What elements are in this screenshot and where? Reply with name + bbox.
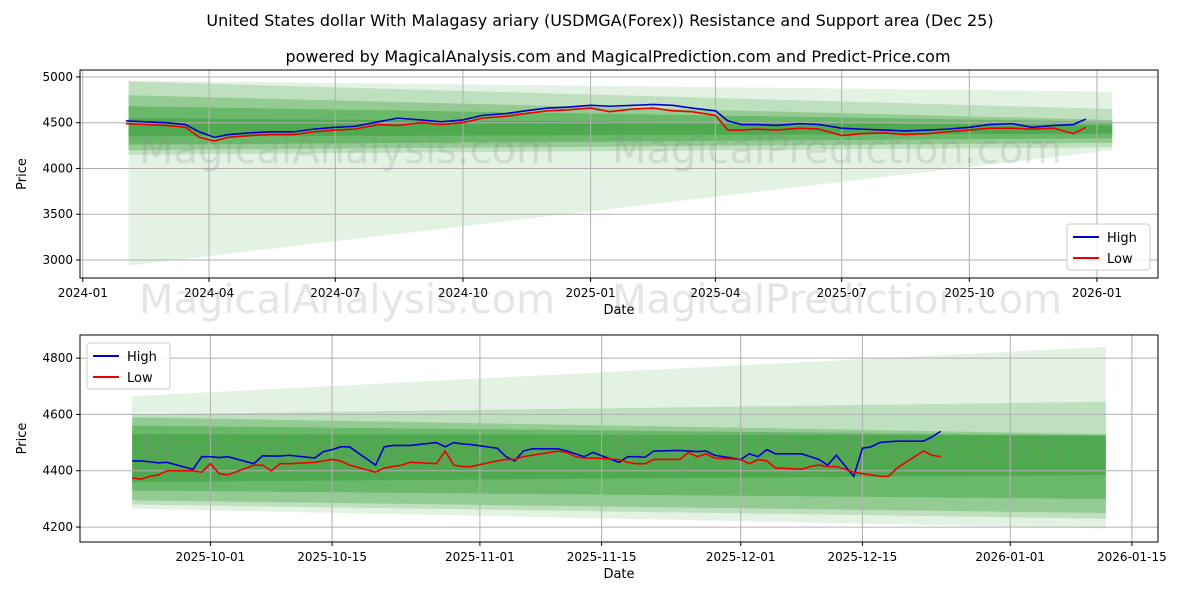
x-tick-label: 2025-10-01 xyxy=(176,550,246,564)
legend-label-low: Low xyxy=(127,371,153,386)
x-axis-label: Date xyxy=(603,303,634,318)
x-tick-label: 2024-01 xyxy=(58,286,108,300)
chart-title: United States dollar With Malagasy ariar… xyxy=(206,11,993,30)
chart-subtitle: powered by MagicalAnalysis.com and Magic… xyxy=(285,47,950,66)
legend-label-low: Low xyxy=(1107,252,1133,267)
x-tick-label: 2024-04 xyxy=(184,286,234,300)
y-tick-label: 4400 xyxy=(42,464,73,478)
watermark: MagicalAnalysis.com xyxy=(139,277,555,323)
series-line-high xyxy=(132,430,942,479)
x-tick-label: 2025-11-01 xyxy=(445,550,515,564)
support-resistance-band-1 xyxy=(128,81,1113,155)
y-tick-label: 3000 xyxy=(42,253,73,267)
bottom-chart-panel: 2025-10-01 2025-10-15 2025-11-01 2025-11-15… xyxy=(15,334,1167,582)
watermark: MagicalAnalysis.com xyxy=(139,127,555,173)
x-tick-label: 2025-11-15 xyxy=(567,550,637,564)
x-tick-label: 2025-10-15 xyxy=(297,550,367,564)
x-tick-label: 2025-12-15 xyxy=(828,550,898,564)
watermark: MagicalPrediction.com xyxy=(612,427,1062,473)
y-tick-label: 4600 xyxy=(42,407,73,421)
x-axis-label: Date xyxy=(603,567,634,582)
support-resistance-band-0 xyxy=(128,80,1113,266)
legend: High Low xyxy=(1066,223,1151,271)
y-tick-label: 3500 xyxy=(42,207,73,221)
x-tick-label: 2024-07 xyxy=(310,286,360,300)
x-tick-label: 2025-12-01 xyxy=(706,550,776,564)
y-tick-label: 4800 xyxy=(42,351,73,365)
axes-frame xyxy=(79,69,1159,279)
support-resistance-band-3 xyxy=(128,106,1113,145)
watermark: MagicalPrediction.com xyxy=(612,277,1062,323)
watermark: MagicalAnalysis.com xyxy=(139,427,555,473)
x-tick-label: 2025-04 xyxy=(690,286,740,300)
y-axis-label: Price xyxy=(15,158,30,190)
axes-frame xyxy=(79,334,1159,543)
x-tick-label: 2026-01-01 xyxy=(975,550,1045,564)
x-tick-label: 2025-10 xyxy=(944,286,994,300)
legend: High Low xyxy=(86,342,171,390)
series-line-low xyxy=(132,449,941,481)
top-chart-panel: 2024-01 2024-04 2024-07 2024-10 2025-01 2025-… xyxy=(15,69,1159,323)
y-tick-label: 4200 xyxy=(42,520,73,534)
y-tick-label: 4500 xyxy=(42,116,73,130)
x-tick-label: 2025-01 xyxy=(565,286,615,300)
series-line-low xyxy=(125,107,1087,142)
x-tick-label: 2025-07 xyxy=(817,286,867,300)
x-tick-label: 2026-01-15 xyxy=(1097,550,1167,564)
legend-label-high: High xyxy=(1107,231,1137,246)
y-axis-label: Price xyxy=(15,423,30,455)
x-tick-label: 2024-10 xyxy=(438,286,488,300)
legend-label-high: High xyxy=(127,350,157,365)
series-line-high xyxy=(125,103,1087,139)
y-tick-label: 4000 xyxy=(42,161,73,175)
y-tick-label: 5000 xyxy=(42,70,73,84)
x-tick-label: 2026-01 xyxy=(1072,286,1122,300)
